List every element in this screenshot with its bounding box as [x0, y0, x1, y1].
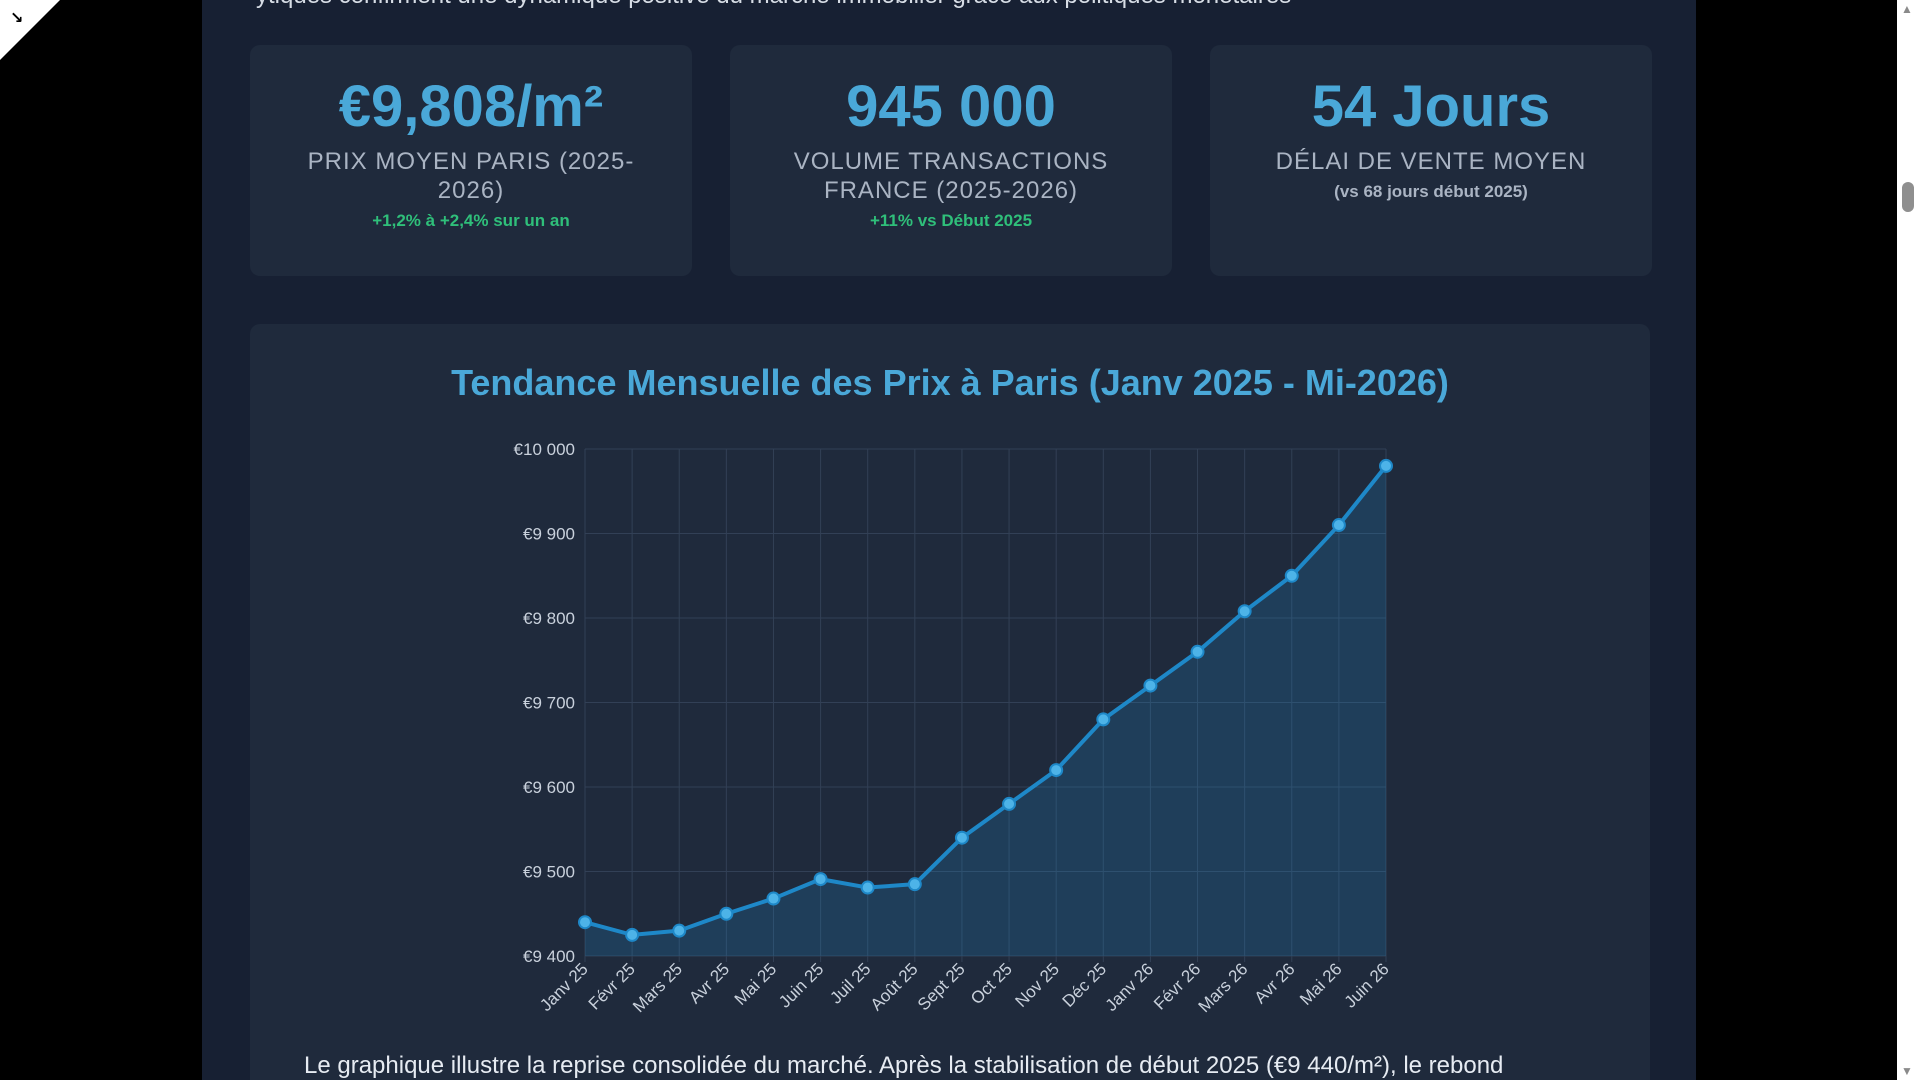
scroll-down-arrow-icon[interactable]: ▼ [1901, 1064, 1913, 1078]
data-point [954, 830, 969, 845]
stat-card-volume: 945 000 VOLUME TRANSACTIONS FRANCE (2025… [730, 45, 1172, 276]
y-tick-label: €9 700 [523, 694, 575, 713]
x-tick-label: Avr 25 [685, 959, 733, 1007]
x-tick-label: Mars 25 [629, 959, 686, 1016]
stat-value: 945 000 [846, 74, 1056, 139]
price-trend-chart: €9 400 €9 500 €9 600 €9 700 €9 800 €9 900 €10 … [514, 440, 1393, 1016]
y-tick-label: €9 400 [523, 947, 575, 966]
data-point [1002, 796, 1017, 811]
x-tick-label: Mars 26 [1195, 959, 1252, 1016]
intro-text: ytiques confirment une dynamique positiv… [256, 0, 1656, 10]
data-point [719, 906, 734, 921]
data-point [1284, 568, 1299, 583]
x-tick-label: Oct 25 [967, 959, 1016, 1008]
stat-value: 54 Jours [1311, 74, 1551, 139]
stat-note: +1,2% à +2,4% sur un an [372, 211, 570, 231]
y-tick-label: €10 000 [514, 440, 575, 459]
x-tick-label: Juin 25 [775, 959, 827, 1011]
stat-note: (vs 68 jours début 2025) [1334, 182, 1528, 202]
y-tick-label: €9 600 [523, 778, 575, 797]
stat-label: PRIX MOYEN PARIS (2025-2026) [307, 147, 635, 205]
data-point [766, 891, 781, 906]
scrollbar-thumb[interactable] [1902, 182, 1914, 212]
data-point [625, 927, 640, 942]
series-area [585, 465, 1386, 956]
stat-card-price: €9,808/m² PRIX MOYEN PARIS (2025-2026) +… [250, 45, 692, 276]
chart-caption: Le graphique illustre la reprise consoli… [304, 1052, 1504, 1079]
x-tick-label: Mai 26 [1296, 959, 1346, 1009]
resize-corner[interactable] [0, 0, 60, 60]
y-tick-label: €9 800 [523, 609, 575, 628]
scroll-up-arrow-icon[interactable]: ▲ [1901, 2, 1913, 16]
data-point [1143, 678, 1158, 693]
stat-label: VOLUME TRANSACTIONS FRANCE (2025-2026) [793, 147, 1109, 205]
data-point [1237, 604, 1252, 619]
x-tick-label: Sept 25 [914, 959, 969, 1014]
data-point [813, 872, 828, 887]
x-tick-label: Janv 26 [1102, 959, 1158, 1015]
data-point [860, 880, 875, 895]
vertical-scrollbar[interactable]: ▲ ▼ [1897, 0, 1920, 1080]
series-line [584, 464, 1388, 937]
x-tick-label: Janv 25 [536, 959, 592, 1015]
data-point [1331, 518, 1346, 533]
data-point [1190, 644, 1205, 659]
page-content: ytiques confirment une dynamique positiv… [202, 0, 1696, 1080]
x-tick-label: Nov 25 [1011, 959, 1063, 1011]
x-tick-label: Avr 26 [1251, 959, 1299, 1007]
stat-card-delay: 54 Jours DÉLAI DE VENTE MOYEN (vs 68 jou… [1210, 45, 1652, 276]
data-point [907, 877, 922, 892]
expand-arrow-icon[interactable]: ↘ [10, 10, 24, 27]
chart-title: Tendance Mensuelle des Prix à Paris (Jan… [451, 362, 1449, 403]
x-tick-label: Août 25 [867, 959, 922, 1014]
y-tick-label: €9 500 [523, 863, 575, 882]
stat-value: €9,808/m² [338, 74, 604, 139]
chart-card: Tendance Mensuelle des Prix à Paris (Jan… [250, 324, 1650, 1080]
data-point [1096, 712, 1111, 727]
data-point [672, 923, 687, 938]
data-point [1049, 763, 1064, 778]
x-tick-label: Mai 25 [731, 959, 781, 1009]
data-point [1379, 458, 1393, 473]
stat-label: DÉLAI DE VENTE MOYEN [1275, 147, 1587, 175]
data-point [578, 915, 592, 930]
y-tick-label: €9 900 [523, 525, 575, 544]
x-tick-label: Juin 26 [1341, 959, 1393, 1011]
stat-note: +11% vs Début 2025 [869, 211, 1033, 231]
